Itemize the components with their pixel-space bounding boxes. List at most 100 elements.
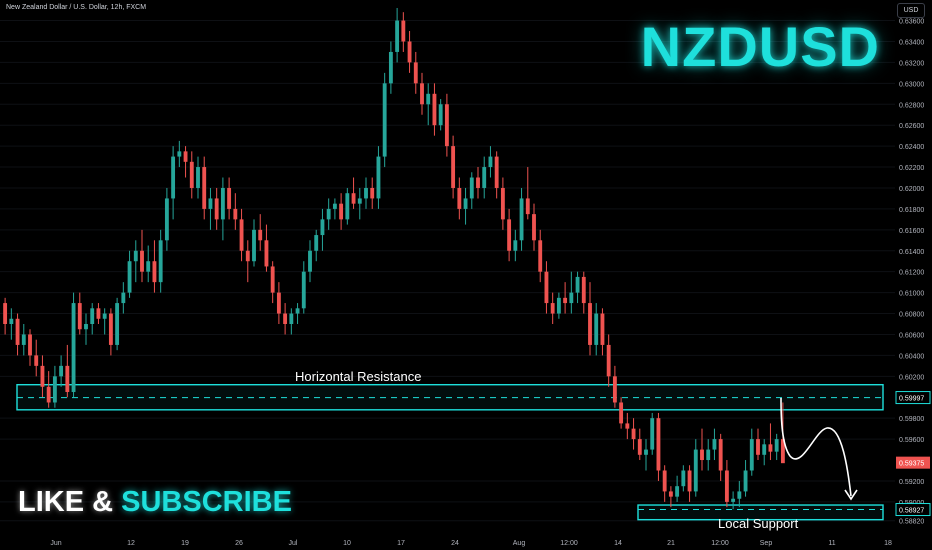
candle-body	[563, 297, 568, 304]
candle-up	[164, 187, 169, 251]
candle-body	[507, 219, 512, 251]
candle-down	[401, 12, 406, 52]
candle-body	[420, 83, 424, 105]
candle-up	[762, 439, 767, 466]
candle-down	[370, 177, 375, 209]
candle-body	[133, 250, 138, 262]
price-tick-label: 0.61200	[899, 270, 924, 277]
candle-body	[183, 151, 188, 162]
candle-down	[619, 397, 624, 429]
time-tick-label: 17	[397, 540, 405, 547]
candle-body	[581, 276, 586, 304]
candle-body	[768, 444, 773, 452]
candle-down	[544, 261, 549, 314]
candle-up	[463, 187, 468, 225]
candle-up	[513, 229, 518, 262]
time-tick-label: 21	[667, 540, 675, 547]
candle-down	[631, 418, 636, 450]
candle-down	[239, 208, 244, 262]
candle-down	[140, 229, 144, 283]
candle-body	[146, 261, 151, 272]
candle-down	[40, 355, 45, 398]
candle-body	[208, 198, 213, 209]
candle-down	[183, 146, 188, 178]
price-tick-label: 0.58820	[899, 519, 924, 526]
candle-up	[388, 41, 393, 94]
candle-down	[258, 214, 263, 251]
candle-up	[345, 187, 350, 225]
candle-body	[214, 198, 219, 220]
candle-down	[214, 187, 219, 230]
chart-title: New Zealand Dollar / U.S. Dollar, 12h, F…	[6, 4, 147, 11]
candle-body	[407, 41, 412, 63]
candle-down	[28, 329, 32, 366]
like-text: LIKE	[18, 486, 85, 518]
candle-down	[600, 308, 605, 356]
candle-down	[432, 83, 437, 136]
candle-body	[743, 470, 748, 492]
candle-body	[364, 187, 368, 199]
candle-body	[724, 470, 729, 502]
candle-body	[569, 292, 574, 304]
price-tick-label: 0.62200	[899, 165, 924, 172]
candle-down	[662, 465, 667, 502]
candle-down	[756, 428, 760, 461]
candle-up	[52, 365, 57, 408]
candle-up	[295, 303, 300, 325]
candle-down	[351, 177, 356, 209]
time-tick-label: Aug	[513, 540, 526, 547]
time-tick-label: 12:00	[711, 540, 729, 547]
time-tick-label: 24	[451, 540, 459, 547]
candle-body	[84, 324, 88, 330]
level-price-tag	[895, 391, 931, 405]
time-tick-label: 26	[235, 540, 243, 547]
candle-down	[476, 167, 480, 199]
candle-body	[227, 187, 232, 209]
candle-body	[332, 203, 337, 209]
candle-body	[588, 303, 592, 345]
time-tick-label: 19	[181, 540, 189, 547]
candle-body	[96, 308, 101, 319]
candle-body	[444, 104, 449, 147]
last-price-label: 0.59375	[899, 461, 924, 468]
candle-body	[438, 104, 443, 126]
candle-body	[544, 271, 549, 304]
candle-body	[196, 167, 200, 188]
candle-body	[737, 491, 742, 499]
candle-up	[9, 308, 14, 340]
price-tick-label: 0.60800	[899, 312, 924, 319]
candle-down	[65, 344, 70, 398]
support-zone	[637, 504, 884, 521]
candle-up	[127, 250, 132, 298]
symbol-title: NZDUSD	[640, 15, 880, 78]
candle-down	[34, 339, 39, 377]
currency-badge[interactable]: USD	[897, 3, 925, 18]
candle-down	[227, 177, 232, 220]
candle-up	[737, 480, 742, 508]
candle-body	[388, 51, 393, 84]
price-tick-label: 0.62800	[899, 102, 924, 109]
candle-up	[556, 292, 561, 319]
candle-body	[774, 439, 779, 452]
candle-body	[556, 297, 561, 314]
level-price-tag	[895, 503, 931, 517]
candle-body	[619, 402, 624, 424]
candle-body	[494, 156, 499, 188]
candle-up	[519, 187, 524, 251]
price-tick-label: 0.59200	[899, 479, 924, 486]
chart-grid	[0, 20, 895, 522]
candle-up	[158, 229, 163, 293]
candle-up	[569, 271, 574, 314]
price-axis: 0.63600 0.63400 0.63200 0.63000 0.62800 0.626…	[895, 19, 931, 526]
candle-body	[301, 271, 306, 309]
candle-body	[681, 470, 686, 487]
time-tick-label: 12	[127, 540, 135, 547]
candle-body	[245, 250, 250, 262]
candle-up	[644, 439, 648, 471]
candle-body	[283, 313, 288, 325]
candle-body	[339, 203, 344, 220]
candle-up	[357, 187, 362, 220]
candle-body	[34, 355, 39, 366]
candle-down	[276, 282, 281, 325]
